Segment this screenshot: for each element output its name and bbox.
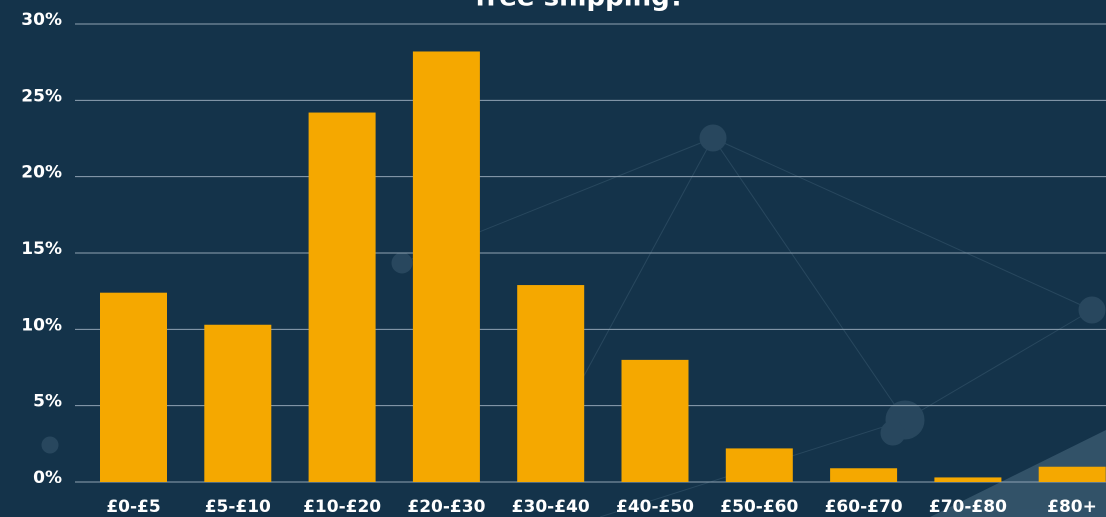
x-tick-label: £10-£20 (303, 497, 381, 517)
y-tick-label: 5% (33, 392, 62, 412)
y-tick-label: 25% (21, 86, 62, 106)
x-tick-label: £5-£10 (205, 497, 271, 517)
y-tick-label: 0% (33, 468, 62, 488)
bar (1038, 466, 1106, 482)
x-tick-label: £0-£5 (106, 497, 160, 517)
y-tick-label: 30% (21, 10, 62, 30)
bar (412, 51, 480, 482)
bar (100, 292, 167, 482)
chart-title: free shipping? (475, 0, 685, 13)
y-tick-label: 20% (21, 163, 62, 183)
x-tick-label: £20-£30 (407, 497, 485, 517)
bar (621, 359, 689, 482)
bar (308, 112, 376, 483)
y-tick-label: 15% (21, 239, 62, 259)
bar (934, 477, 1002, 482)
x-tick-label: £40-£50 (616, 497, 694, 517)
decoration (41, 124, 1106, 517)
bar (517, 285, 585, 482)
x-tick-label: £60-£70 (825, 497, 903, 517)
bar (204, 324, 272, 482)
y-tick-label: 10% (21, 315, 62, 335)
x-tick-label: £50-£60 (720, 497, 798, 517)
x-tick-label: £70-£80 (929, 497, 1007, 517)
x-tick-label: £30-£40 (512, 497, 590, 517)
x-tick-label: £80+ (1047, 497, 1097, 517)
bar (830, 468, 898, 482)
bar (725, 448, 793, 482)
